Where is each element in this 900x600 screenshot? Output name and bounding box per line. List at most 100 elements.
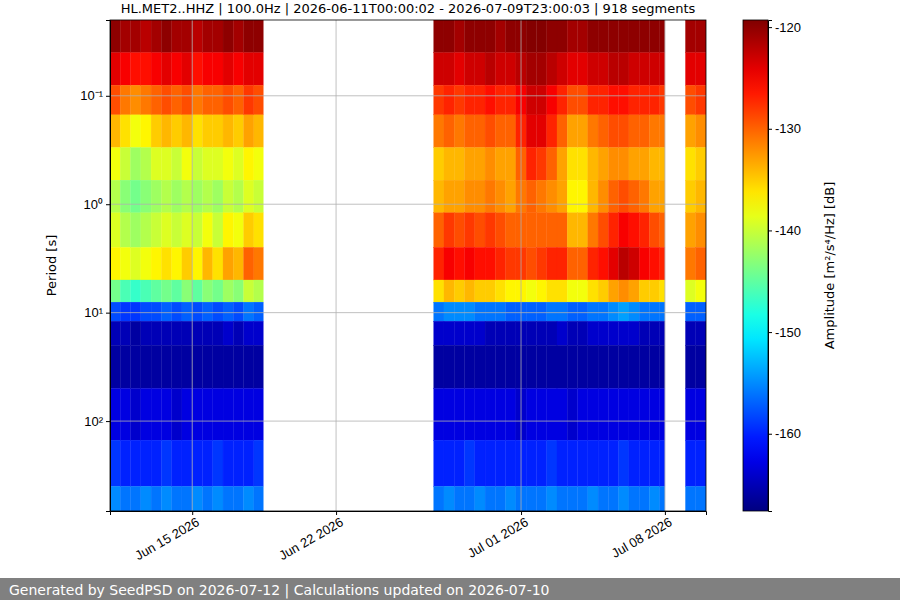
cell	[526, 345, 536, 388]
cell	[182, 115, 192, 148]
cell	[619, 388, 629, 440]
colorbar-title: Amplitude [m²/s⁴/Hz] [dB]	[822, 182, 837, 350]
cell	[161, 280, 171, 302]
cell	[608, 388, 618, 440]
cell	[434, 388, 444, 440]
cell	[619, 115, 629, 148]
cell	[649, 302, 659, 321]
cell	[444, 345, 454, 388]
cell	[598, 53, 608, 86]
cell	[172, 85, 182, 115]
cell	[578, 20, 588, 53]
cell	[588, 115, 598, 148]
cell	[557, 85, 567, 115]
cell	[254, 148, 263, 181]
cell	[547, 302, 557, 321]
cell	[578, 180, 588, 213]
cell	[485, 20, 495, 53]
tick: Jul 08 2026	[609, 511, 675, 561]
cell	[506, 280, 516, 302]
cell	[639, 440, 649, 486]
cell	[685, 321, 695, 345]
cell	[547, 486, 557, 511]
tick: -140	[768, 223, 801, 238]
cell	[696, 213, 706, 248]
cell	[192, 148, 202, 181]
cell	[629, 53, 639, 86]
cell	[192, 345, 202, 388]
cell	[696, 302, 706, 321]
cell	[475, 440, 485, 486]
cell	[588, 345, 598, 388]
cell	[619, 53, 629, 86]
cell	[233, 321, 243, 345]
grid-line	[110, 421, 706, 422]
cell	[182, 440, 192, 486]
cell	[475, 321, 485, 345]
cell	[475, 345, 485, 388]
cell	[465, 148, 475, 181]
cell	[567, 321, 577, 345]
cell	[608, 180, 618, 213]
cell	[629, 280, 639, 302]
cell	[454, 115, 464, 148]
cell	[192, 213, 202, 248]
cell	[202, 440, 212, 486]
cell	[588, 440, 598, 486]
cell	[649, 486, 659, 511]
cell	[202, 115, 212, 148]
cell	[660, 388, 665, 440]
cell	[485, 247, 495, 280]
cell	[485, 213, 495, 248]
cell	[547, 20, 557, 53]
axis-line	[106, 21, 111, 512]
cell	[536, 247, 546, 280]
cell	[131, 302, 141, 321]
cell	[141, 388, 151, 440]
cell	[567, 388, 577, 440]
cell	[434, 53, 444, 86]
cell	[639, 302, 649, 321]
cell	[588, 247, 598, 280]
cell	[192, 180, 202, 213]
axis-line	[769, 21, 773, 512]
cell	[547, 388, 557, 440]
cell	[578, 115, 588, 148]
cell	[465, 486, 475, 511]
cell	[254, 115, 263, 148]
cell	[639, 20, 649, 53]
cell	[254, 440, 263, 486]
cell	[495, 213, 505, 248]
cell	[444, 180, 454, 213]
cell	[485, 280, 495, 302]
cell	[465, 302, 475, 321]
cell	[233, 345, 243, 388]
cell	[685, 388, 695, 440]
cell	[172, 148, 182, 181]
cell	[557, 180, 567, 213]
tick: Jun 15 2026	[132, 511, 201, 563]
cell	[495, 280, 505, 302]
cell	[598, 345, 608, 388]
cell	[506, 115, 516, 148]
cell	[495, 180, 505, 213]
cell	[578, 321, 588, 345]
cell	[161, 440, 171, 486]
cell	[192, 20, 202, 53]
cell	[619, 213, 629, 248]
cell	[110, 321, 120, 345]
cell	[619, 302, 629, 321]
tick-mark	[768, 129, 772, 130]
cell	[172, 213, 182, 248]
cell	[465, 85, 475, 115]
cell	[619, 280, 629, 302]
cell	[639, 85, 649, 115]
cell	[567, 180, 577, 213]
cell	[131, 321, 141, 345]
cell	[233, 302, 243, 321]
cell	[202, 180, 212, 213]
cell	[526, 115, 536, 148]
cell	[685, 247, 695, 280]
chart: Jun 15 2026Jun 22 2026Jul 01 2026Jul 08 …	[0, 0, 900, 600]
cell	[685, 213, 695, 248]
